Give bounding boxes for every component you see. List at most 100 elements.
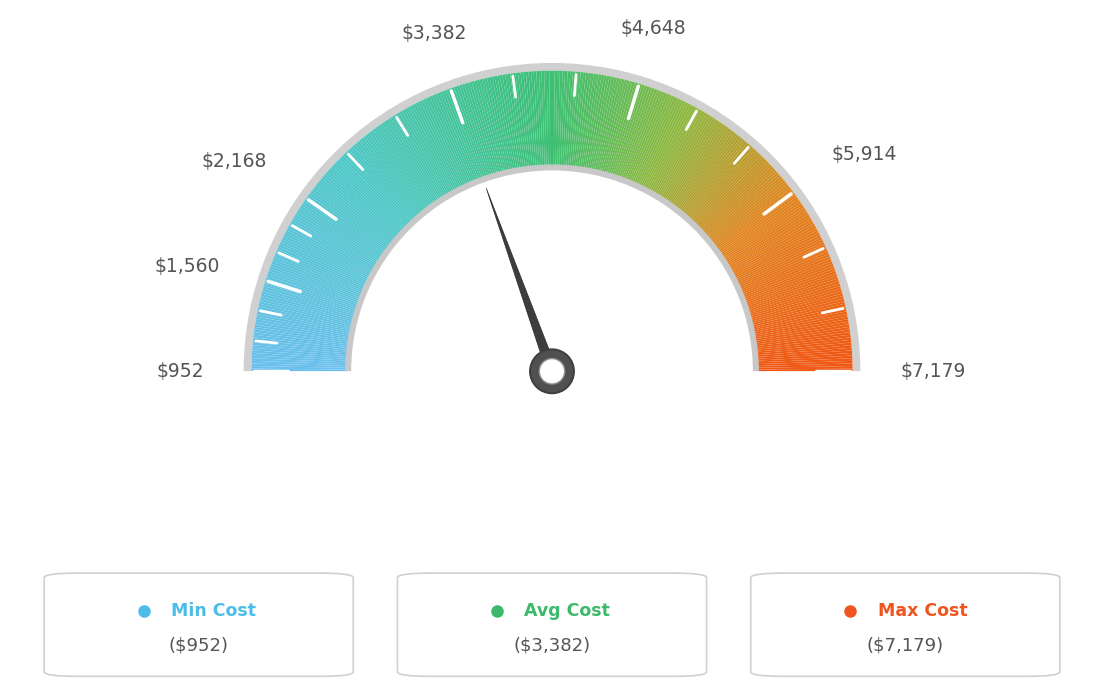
Wedge shape (326, 172, 399, 237)
Wedge shape (753, 314, 848, 334)
Wedge shape (726, 215, 809, 266)
Wedge shape (301, 204, 382, 258)
Wedge shape (442, 90, 478, 181)
Wedge shape (275, 251, 364, 291)
Wedge shape (252, 348, 348, 357)
Wedge shape (500, 75, 518, 169)
Wedge shape (750, 293, 843, 320)
Wedge shape (349, 148, 415, 220)
Wedge shape (290, 221, 374, 270)
Wedge shape (559, 71, 565, 166)
Wedge shape (371, 130, 429, 208)
Wedge shape (575, 72, 588, 168)
Wedge shape (742, 256, 830, 295)
Wedge shape (469, 81, 497, 174)
Wedge shape (341, 155, 410, 225)
Wedge shape (617, 86, 650, 177)
Wedge shape (599, 79, 625, 172)
Wedge shape (702, 166, 774, 233)
Wedge shape (735, 237, 822, 282)
Wedge shape (554, 71, 558, 166)
Wedge shape (726, 212, 808, 264)
Wedge shape (749, 284, 840, 313)
Wedge shape (731, 226, 816, 273)
Wedge shape (672, 128, 731, 206)
Wedge shape (272, 261, 361, 298)
Wedge shape (332, 164, 403, 231)
Wedge shape (721, 201, 802, 257)
Wedge shape (701, 164, 772, 231)
Wedge shape (754, 322, 849, 339)
Wedge shape (566, 72, 575, 167)
Wedge shape (744, 266, 835, 301)
Wedge shape (756, 337, 851, 350)
Wedge shape (711, 182, 787, 244)
Wedge shape (432, 95, 471, 184)
Wedge shape (686, 143, 750, 217)
Wedge shape (267, 273, 358, 306)
Wedge shape (318, 180, 394, 242)
Circle shape (530, 349, 574, 393)
Wedge shape (309, 193, 388, 250)
Wedge shape (363, 136, 424, 212)
Wedge shape (750, 288, 841, 317)
Wedge shape (755, 327, 850, 343)
Wedge shape (291, 219, 375, 269)
Wedge shape (612, 84, 643, 176)
Wedge shape (569, 72, 578, 167)
Wedge shape (753, 309, 847, 331)
Wedge shape (692, 152, 758, 223)
Wedge shape (347, 150, 413, 221)
Wedge shape (449, 88, 484, 179)
Text: $2,168: $2,168 (202, 152, 267, 170)
Wedge shape (266, 276, 358, 308)
Wedge shape (641, 101, 686, 188)
Text: Avg Cost: Avg Cost (524, 602, 611, 620)
Wedge shape (427, 97, 468, 185)
Wedge shape (747, 279, 839, 310)
Wedge shape (591, 77, 612, 170)
Wedge shape (378, 125, 434, 204)
Wedge shape (346, 164, 758, 371)
Wedge shape (354, 143, 418, 217)
Text: ($7,179): ($7,179) (867, 636, 944, 654)
Wedge shape (253, 340, 348, 352)
Circle shape (539, 359, 565, 384)
Wedge shape (634, 96, 675, 184)
Wedge shape (723, 206, 804, 259)
Wedge shape (252, 364, 347, 368)
Wedge shape (757, 355, 852, 362)
Wedge shape (662, 118, 715, 199)
Wedge shape (274, 256, 362, 295)
Wedge shape (667, 122, 722, 202)
Wedge shape (539, 71, 545, 166)
Wedge shape (408, 106, 456, 191)
Wedge shape (564, 71, 573, 167)
Wedge shape (604, 80, 629, 173)
Wedge shape (274, 254, 363, 293)
Wedge shape (746, 273, 837, 306)
Wedge shape (755, 335, 851, 348)
Wedge shape (582, 74, 599, 169)
Wedge shape (393, 115, 445, 197)
Wedge shape (259, 299, 353, 324)
Wedge shape (444, 90, 480, 180)
Wedge shape (479, 79, 505, 172)
Wedge shape (683, 141, 747, 215)
Wedge shape (590, 76, 609, 170)
Wedge shape (626, 90, 662, 181)
Wedge shape (307, 195, 386, 253)
Wedge shape (586, 75, 604, 169)
Wedge shape (367, 133, 427, 210)
Wedge shape (724, 208, 806, 261)
Wedge shape (231, 371, 873, 690)
Wedge shape (264, 284, 355, 313)
Wedge shape (587, 75, 607, 170)
Wedge shape (270, 264, 361, 299)
Wedge shape (357, 141, 421, 215)
Wedge shape (537, 71, 543, 166)
Wedge shape (338, 159, 407, 228)
Wedge shape (572, 72, 583, 168)
Wedge shape (315, 184, 392, 245)
Wedge shape (741, 254, 830, 293)
